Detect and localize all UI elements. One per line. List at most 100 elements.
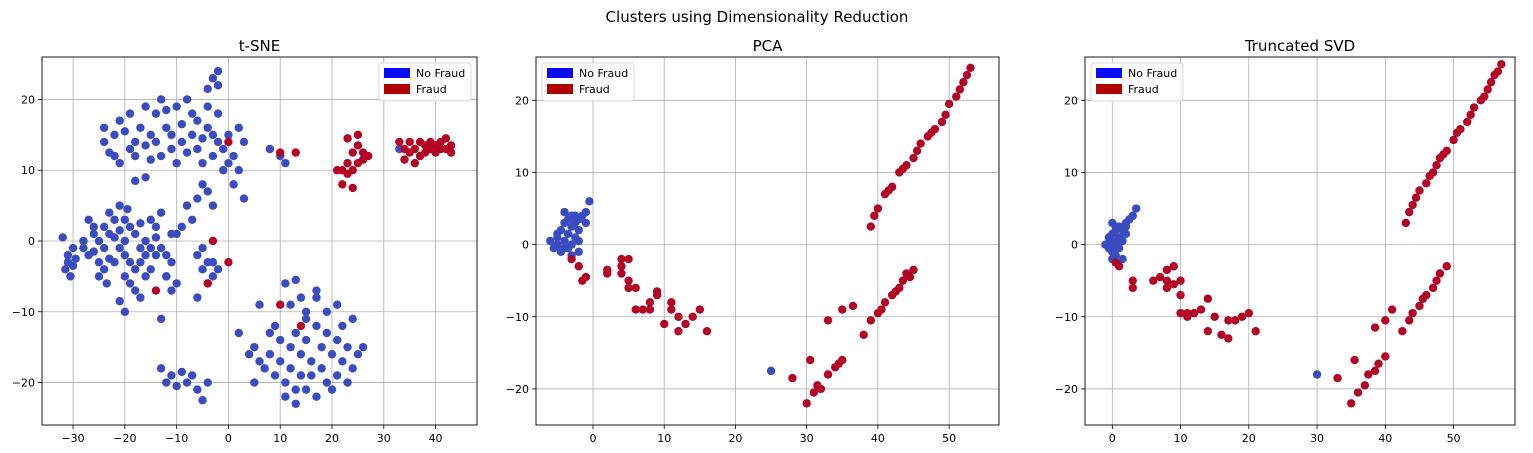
x-tick-label: 40 <box>429 432 443 445</box>
fraud-point <box>343 169 352 178</box>
no-fraud-point <box>343 378 352 387</box>
no-fraud-point <box>172 102 181 111</box>
plot-points <box>546 63 975 408</box>
no-fraud-point <box>187 215 197 224</box>
no-fraud-point <box>348 314 357 324</box>
no-fraud-point <box>322 328 332 338</box>
no-fraud-point <box>281 392 290 401</box>
fraud-point <box>966 63 975 73</box>
no-fraud-point <box>208 74 218 83</box>
fraud-point <box>1169 262 1178 271</box>
no-fraud-point <box>338 321 347 331</box>
fraud-point <box>364 151 373 161</box>
fraud-point <box>823 316 833 325</box>
no-fraud-point <box>131 137 140 147</box>
fraud-point <box>1230 316 1240 325</box>
no-fraud-point <box>156 243 166 253</box>
no-fraud-point <box>234 166 243 175</box>
no-fraud-point <box>250 342 259 352</box>
no-fraud-point <box>120 307 130 316</box>
fraud-point <box>441 134 451 143</box>
chart-title: t-SNE <box>239 37 281 55</box>
x-tick-label: −30 <box>61 432 84 445</box>
no-fraud-point <box>301 385 311 394</box>
fraud-point <box>291 148 300 157</box>
no-fraud-point <box>177 367 187 377</box>
fraud-point <box>645 298 655 307</box>
fraud-point <box>343 158 352 168</box>
fraud-point <box>1190 308 1199 318</box>
no-fraud-point <box>125 222 135 232</box>
no-fraud-point <box>291 399 300 408</box>
chart-panel-3: Truncated SVD 0 10 20 30 40 50 −20 −10 0 10 20 No Fr… <box>1055 37 1516 445</box>
no-fraud-point <box>250 378 259 387</box>
x-tick-label: 20 <box>1242 432 1256 445</box>
fraud-point <box>909 153 918 163</box>
no-fraud-point <box>234 328 243 338</box>
no-fraud-point <box>317 364 326 373</box>
fraud-point <box>1398 326 1407 336</box>
fraud-point <box>151 286 161 295</box>
fraud-point <box>927 128 936 137</box>
fraud-point <box>866 316 875 325</box>
no-fraud-point <box>234 123 243 132</box>
fraud-point <box>1381 316 1390 325</box>
no-fraud-point <box>203 84 212 94</box>
fraud-point <box>276 300 285 309</box>
fraud-point <box>1435 269 1445 278</box>
no-fraud-point <box>198 396 207 405</box>
fraud-point <box>652 287 662 296</box>
no-fraud-point <box>151 137 161 147</box>
no-fraud-point <box>244 350 254 359</box>
no-fraud-point <box>162 272 171 281</box>
fraud-point <box>859 330 868 340</box>
no-fraud-point <box>187 109 197 118</box>
no-fraud-point <box>270 371 280 380</box>
no-fraud-point <box>193 250 202 260</box>
fraud-point <box>1425 171 1434 181</box>
fraud-point <box>1405 316 1414 325</box>
fraud-point <box>1442 262 1451 271</box>
fraud-point <box>1196 305 1206 314</box>
no-fraud-point <box>84 215 93 224</box>
x-tick-label: 40 <box>1378 432 1392 445</box>
no-fraud-point <box>1118 236 1127 246</box>
fraud-point <box>1449 135 1458 145</box>
fraud-point <box>1483 85 1492 94</box>
no-fraud-point <box>213 66 223 76</box>
no-fraud-point <box>110 215 119 224</box>
fraud-point <box>1497 60 1506 69</box>
fraud-point <box>667 298 676 307</box>
fraud-point <box>1422 290 1431 300</box>
no-fraud-point <box>1114 244 1124 253</box>
no-fraud-point <box>79 236 88 246</box>
no-fraud-point <box>120 250 130 260</box>
no-fraud-point <box>99 137 109 147</box>
no-fraud-point <box>79 243 88 253</box>
fraud-point <box>1405 207 1414 217</box>
no-fraud-point <box>136 219 145 228</box>
fraud-point <box>1415 301 1424 311</box>
fraud-point <box>1387 305 1397 314</box>
fraud-point <box>667 305 676 314</box>
no-fraud-point <box>94 236 104 246</box>
fraud-point <box>410 158 420 168</box>
no-fraud-point <box>110 258 119 267</box>
no-fraud-point <box>291 328 300 338</box>
fraud-point <box>1203 326 1213 336</box>
plot-points <box>58 66 456 408</box>
fraud-point <box>1408 308 1417 318</box>
no-fraud-point <box>105 208 114 217</box>
fraud-point <box>834 359 843 368</box>
no-fraud-point <box>120 215 130 224</box>
y-tick-label: 0 <box>28 235 35 248</box>
no-fraud-point <box>270 321 280 331</box>
fraud-point <box>823 370 833 379</box>
fraud-point <box>1333 373 1342 383</box>
no-fraud-point <box>296 371 306 380</box>
fraud-point <box>1360 381 1370 390</box>
no-fraud-point <box>120 272 130 281</box>
fraud-point <box>348 183 357 193</box>
y-tick-label: 10 <box>515 166 529 179</box>
legend-swatch-no-fraud <box>384 68 410 78</box>
